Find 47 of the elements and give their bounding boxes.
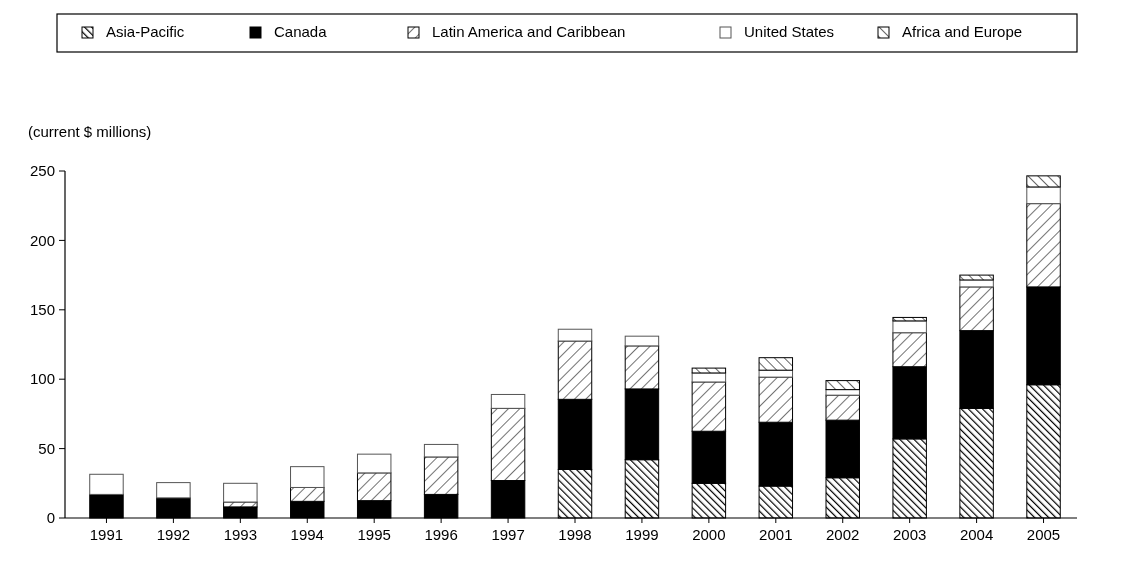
bar (156, 482, 191, 499)
bar (223, 482, 258, 503)
legend-label: United States (744, 23, 835, 40)
y-tick-label: 50 (38, 439, 55, 457)
bar (290, 466, 325, 488)
y-tick-label: 200 (29, 231, 55, 249)
bar (691, 372, 727, 383)
bar (825, 389, 860, 396)
bar (959, 279, 994, 288)
bar (758, 357, 794, 371)
bar (758, 369, 794, 378)
bar (1026, 175, 1061, 188)
bar (624, 335, 660, 347)
bar (557, 328, 593, 342)
x-tick-label: 1995 (357, 526, 391, 543)
bar (490, 393, 526, 409)
x-tick-label: 2000 (692, 526, 726, 543)
legend-label: Africa and Europe (902, 23, 1023, 40)
x-tick-label: 2002 (826, 526, 860, 543)
y-tick-label: 150 (29, 301, 55, 319)
bar (892, 316, 927, 322)
y-tick-label: 250 (29, 162, 55, 180)
x-tick-label: 1992 (156, 526, 191, 543)
y-tick-label: 100 (29, 370, 55, 388)
bar (423, 443, 459, 458)
x-tick-label: 1996 (424, 526, 458, 543)
x-tick-label: 1991 (89, 526, 124, 543)
x-tick-label: 2003 (892, 526, 927, 543)
bar (356, 453, 392, 474)
bar (89, 473, 124, 495)
bar (1026, 186, 1061, 205)
x-tick-label: 1999 (625, 526, 659, 543)
bar (825, 380, 860, 391)
bar (691, 367, 727, 374)
x-tick-label: 1998 (558, 526, 592, 543)
bar (959, 274, 994, 281)
x-tick-label: 1997 (491, 526, 525, 543)
legend-label: Asia-Pacific (106, 23, 185, 40)
x-tick-label: 1993 (223, 526, 258, 543)
y-axis-title: (current $ millions) (28, 123, 152, 140)
x-tick-label: 2004 (959, 526, 994, 543)
x-tick-label: 2001 (759, 526, 793, 543)
x-tick-label: 1994 (290, 526, 324, 543)
x-tick-label: 2005 (1026, 526, 1061, 543)
legend-label: Canada (274, 23, 328, 40)
legend-label: Latin America and Caribbean (432, 23, 626, 40)
y-tick-label: 0 (46, 509, 55, 527)
